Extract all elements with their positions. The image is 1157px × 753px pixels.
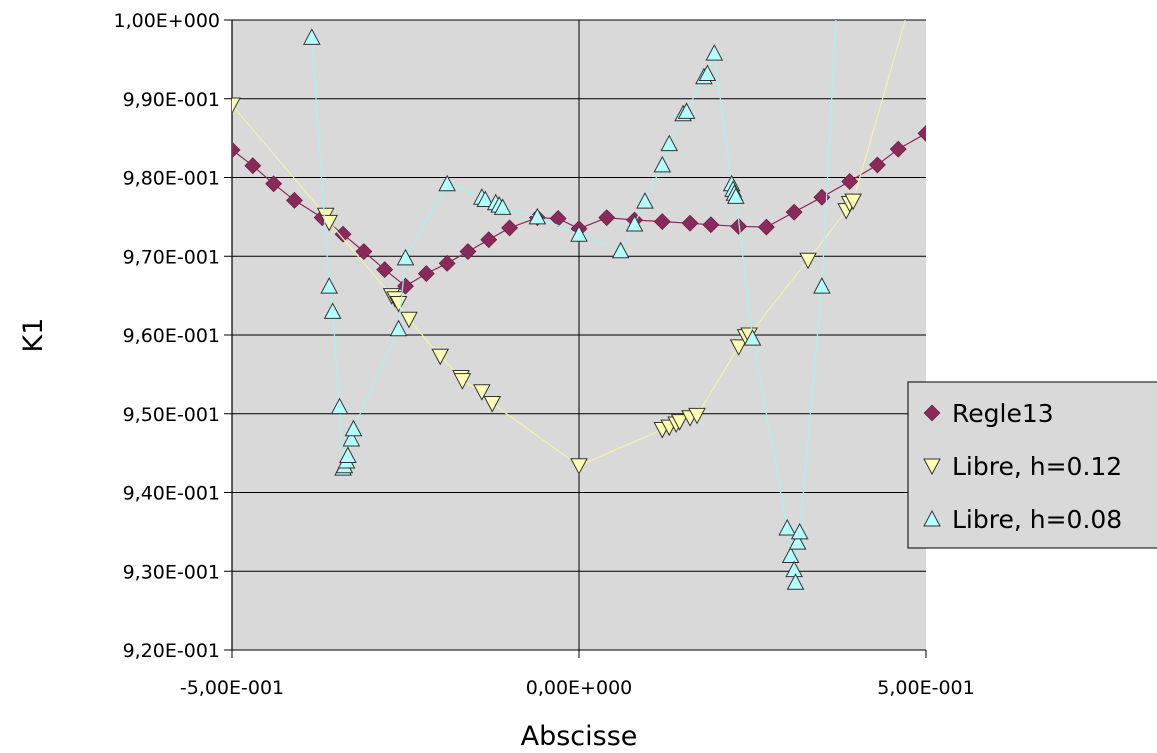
data-point (476, 190, 495, 208)
data-point (705, 44, 724, 61)
legend-marker (923, 509, 941, 527)
data-point (453, 373, 472, 390)
data-point (302, 28, 321, 45)
data-point (730, 217, 748, 235)
data-point (244, 157, 262, 175)
data-point (781, 546, 800, 563)
data-point (702, 216, 720, 234)
legend-marker (923, 404, 941, 422)
data-point (376, 261, 394, 279)
data-point (397, 277, 414, 295)
data-point (549, 210, 567, 227)
data-point (355, 243, 373, 260)
data-point (528, 207, 547, 225)
y-tick-label: 9,20E-001 (123, 640, 220, 662)
data-point (727, 187, 745, 204)
data-point (778, 518, 797, 536)
data-point (868, 156, 886, 174)
data-point (389, 319, 408, 337)
x-tick-label: 5,00E-001 (877, 677, 974, 699)
data-point (788, 533, 807, 550)
series-2 (302, 20, 837, 590)
data-point (841, 173, 859, 190)
data-point (438, 254, 456, 272)
y-tick-label: 9,80E-001 (123, 168, 220, 190)
data-point (323, 302, 342, 319)
data-point (320, 277, 338, 294)
legend-label: Regle13 (952, 399, 1054, 428)
y-tick-label: 9,90E-001 (123, 89, 220, 111)
legend: Regle13 Libre, h=0.12 Libre, h=0.08 (907, 381, 1157, 549)
data-point (493, 198, 512, 215)
x-tick-label: 0,00E+000 (526, 677, 633, 699)
data-point (473, 384, 491, 401)
data-point (396, 248, 415, 266)
data-point (653, 155, 672, 173)
data-point (889, 140, 907, 158)
y-axis-title: K1 (18, 318, 49, 353)
data-point (330, 397, 349, 415)
data-point (917, 124, 926, 142)
legend-label: Libre, h=0.08 (952, 505, 1122, 534)
data-point (570, 458, 588, 475)
y-tick-label: 9,40E-001 (123, 483, 220, 505)
data-point (653, 213, 671, 231)
data-point (729, 339, 748, 356)
data-point (688, 407, 706, 425)
y-tick-label: 9,70E-001 (123, 246, 220, 268)
data-point (844, 193, 862, 211)
data-series (232, 20, 926, 590)
data-point (570, 225, 588, 242)
data-point (339, 446, 357, 463)
data-point (625, 214, 644, 232)
data-point (480, 231, 498, 249)
data-point (799, 252, 817, 270)
data-point (483, 396, 502, 413)
data-point (438, 174, 456, 192)
data-point (417, 265, 435, 282)
data-point (431, 348, 450, 366)
data-point (790, 522, 809, 540)
data-point (598, 209, 616, 227)
data-point (344, 419, 363, 437)
x-axis-title: Abscisse (521, 721, 638, 752)
data-point (660, 134, 679, 152)
data-point (342, 429, 361, 447)
data-point (459, 243, 477, 260)
data-point (232, 97, 241, 115)
x-tick-label: -5,00E-001 (180, 677, 284, 699)
data-point (677, 102, 696, 119)
data-point (636, 192, 654, 209)
data-point (286, 191, 303, 209)
data-point (786, 573, 805, 590)
data-point (698, 64, 717, 82)
data-point (611, 241, 630, 259)
data-point (400, 311, 418, 329)
legend-box (907, 381, 1157, 549)
data-point (681, 214, 699, 232)
data-point (757, 218, 775, 236)
data-point (265, 175, 283, 193)
axes (224, 19, 927, 658)
legend-marker (923, 458, 941, 476)
data-point (501, 219, 519, 237)
data-point (743, 329, 762, 346)
legend-label: Libre, h=0.12 (952, 452, 1122, 481)
data-point (389, 296, 408, 313)
y-tick-label: 9,60E-001 (123, 325, 220, 347)
data-point (232, 141, 241, 159)
data-point (670, 414, 689, 431)
tick-labels: 9,20E-001 9,30E-001 9,40E-001 9,50E-001 9,60… (114, 10, 975, 699)
data-point (785, 203, 803, 221)
y-tick-label: 9,30E-001 (123, 561, 220, 583)
y-tick-label: 9,50E-001 (123, 404, 220, 426)
data-point (813, 277, 831, 294)
y-tick-label: 1,00E+000 (114, 10, 221, 32)
